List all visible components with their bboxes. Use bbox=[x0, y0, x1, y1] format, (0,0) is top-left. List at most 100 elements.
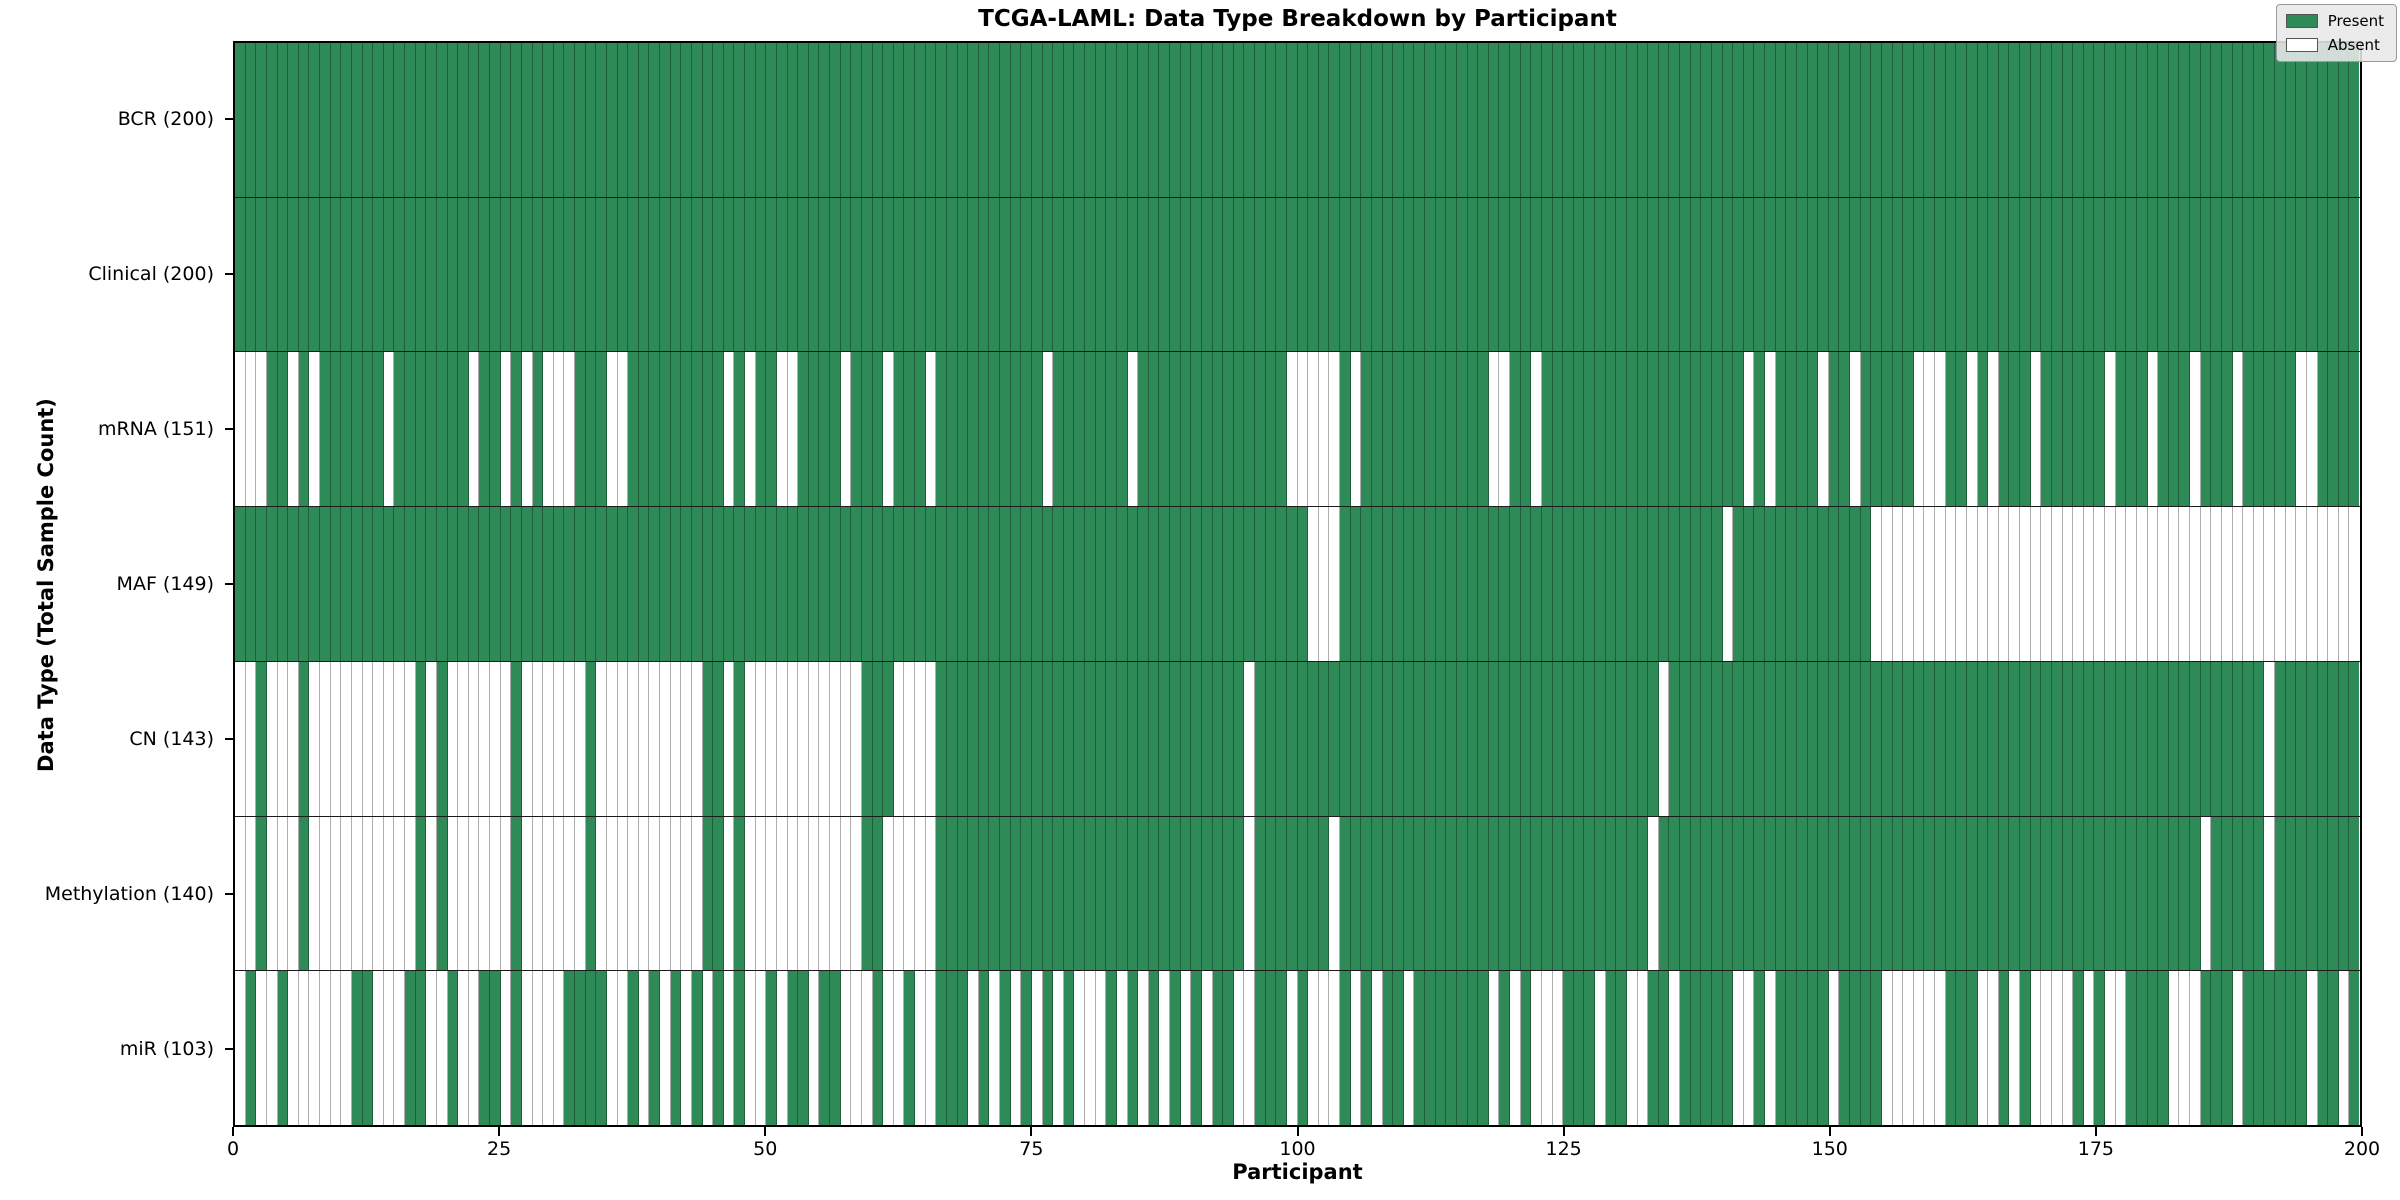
cell-BCR-122 bbox=[1531, 43, 1542, 197]
absent-swatch-icon bbox=[2285, 38, 2318, 52]
cell-miR-113 bbox=[1435, 971, 1447, 1126]
cell-CN-33 bbox=[585, 661, 597, 816]
cell-Clinical-50 bbox=[766, 197, 777, 352]
cell-Methylation-171 bbox=[2051, 816, 2063, 971]
cell-miR-114 bbox=[1446, 971, 1457, 1126]
cell-miR-4 bbox=[277, 971, 289, 1126]
cell-MAF-176 bbox=[2105, 507, 2116, 661]
cell-MAF-21 bbox=[458, 507, 469, 661]
cell-Methylation-128 bbox=[1595, 816, 1606, 971]
cell-miR-61 bbox=[883, 971, 894, 1126]
cell-miR-154 bbox=[1871, 971, 1882, 1126]
cell-miR-39 bbox=[649, 971, 660, 1126]
cell-Methylation-79 bbox=[1074, 816, 1085, 971]
cell-mRNA-113 bbox=[1435, 352, 1447, 507]
row-label-CN: CN (143) bbox=[129, 728, 214, 751]
cell-Methylation-50 bbox=[766, 816, 777, 971]
cell-mRNA-174 bbox=[2083, 352, 2095, 507]
cell-CN-128 bbox=[1595, 661, 1606, 816]
cell-Methylation-147 bbox=[1796, 816, 1808, 971]
cell-miR-97 bbox=[1265, 971, 1277, 1126]
cell-Methylation-179 bbox=[2136, 816, 2148, 971]
cell-miR-116 bbox=[1467, 971, 1479, 1126]
cell-CN-126 bbox=[1573, 661, 1585, 816]
cell-MAF-103 bbox=[1329, 507, 1340, 661]
cell-BCR-55 bbox=[819, 43, 830, 197]
cell-MAF-149 bbox=[1818, 507, 1829, 661]
cell-miR-57 bbox=[840, 971, 852, 1126]
cell-BCR-125 bbox=[1563, 43, 1574, 197]
cell-CN-101 bbox=[1308, 661, 1319, 816]
cell-Methylation-18 bbox=[426, 816, 437, 971]
cell-MAF-158 bbox=[1913, 507, 1925, 661]
cell-Clinical-142 bbox=[1743, 197, 1755, 352]
cell-mRNA-142 bbox=[1743, 352, 1755, 507]
cell-MAF-33 bbox=[585, 507, 597, 661]
cell-Clinical-99 bbox=[1286, 197, 1298, 352]
cell-CN-154 bbox=[1871, 661, 1882, 816]
cell-mRNA-156 bbox=[1892, 352, 1904, 507]
cell-miR-172 bbox=[2062, 971, 2074, 1126]
cell-CN-100 bbox=[1297, 661, 1309, 816]
cell-BCR-42 bbox=[681, 43, 692, 197]
cell-miR-31 bbox=[564, 971, 575, 1126]
cell-CN-145 bbox=[1775, 661, 1787, 816]
cell-MAF-124 bbox=[1552, 507, 1564, 661]
cell-CN-46 bbox=[723, 661, 735, 816]
cell-Methylation-184 bbox=[2190, 816, 2201, 971]
cell-Methylation-43 bbox=[691, 816, 703, 971]
cell-BCR-21 bbox=[458, 43, 469, 197]
cell-miR-7 bbox=[309, 971, 320, 1126]
cell-CN-38 bbox=[638, 661, 650, 816]
cell-Methylation-89 bbox=[1180, 816, 1192, 971]
cell-miR-115 bbox=[1456, 971, 1468, 1126]
cell-Clinical-169 bbox=[2030, 197, 2042, 352]
cell-Clinical-126 bbox=[1573, 197, 1585, 352]
cell-miR-163 bbox=[1966, 971, 1978, 1126]
cell-CN-34 bbox=[596, 661, 607, 816]
cell-miR-74 bbox=[1021, 971, 1032, 1126]
cell-mRNA-62 bbox=[893, 352, 905, 507]
cell-Clinical-53 bbox=[798, 197, 809, 352]
cell-miR-176 bbox=[2105, 971, 2116, 1126]
cell-Clinical-178 bbox=[2126, 197, 2137, 352]
cell-Methylation-120 bbox=[1510, 816, 1521, 971]
cell-mRNA-36 bbox=[617, 352, 629, 507]
cell-mRNA-4 bbox=[277, 352, 289, 507]
cell-MAF-36 bbox=[617, 507, 629, 661]
cell-Clinical-192 bbox=[2275, 197, 2286, 352]
cell-Methylation-15 bbox=[394, 816, 405, 971]
cell-Methylation-73 bbox=[1010, 816, 1022, 971]
cell-Methylation-95 bbox=[1244, 816, 1255, 971]
cell-BCR-156 bbox=[1892, 43, 1904, 197]
cell-mRNA-94 bbox=[1233, 352, 1245, 507]
cell-BCR-87 bbox=[1159, 43, 1170, 197]
cell-BCR-169 bbox=[2030, 43, 2042, 197]
cell-mRNA-167 bbox=[2009, 352, 2020, 507]
cell-miR-156 bbox=[1892, 971, 1904, 1126]
cell-MAF-130 bbox=[1616, 507, 1627, 661]
cell-BCR-137 bbox=[1690, 43, 1702, 197]
cell-miR-173 bbox=[2073, 971, 2084, 1126]
cell-mRNA-9 bbox=[330, 352, 342, 507]
x-tick-label-25: 25 bbox=[487, 1138, 512, 1160]
cell-BCR-92 bbox=[1212, 43, 1224, 197]
cell-Clinical-184 bbox=[2190, 197, 2201, 352]
cell-BCR-97 bbox=[1265, 43, 1277, 197]
cell-MAF-183 bbox=[2179, 507, 2190, 661]
cell-BCR-177 bbox=[2115, 43, 2127, 197]
cell-CN-110 bbox=[1403, 661, 1415, 816]
cell-Methylation-23 bbox=[479, 816, 490, 971]
cell-miR-190 bbox=[2253, 971, 2265, 1126]
cell-Clinical-60 bbox=[872, 197, 884, 352]
cell-MAF-133 bbox=[1648, 507, 1659, 661]
cell-BCR-67 bbox=[946, 43, 958, 197]
cell-CN-186 bbox=[2211, 661, 2222, 816]
cell-Methylation-170 bbox=[2041, 816, 2052, 971]
cell-Clinical-28 bbox=[532, 197, 544, 352]
cell-BCR-161 bbox=[1945, 43, 1957, 197]
cell-miR-0 bbox=[235, 971, 246, 1126]
cell-Clinical-29 bbox=[543, 197, 554, 352]
cell-CN-195 bbox=[2306, 661, 2318, 816]
cell-MAF-125 bbox=[1563, 507, 1574, 661]
